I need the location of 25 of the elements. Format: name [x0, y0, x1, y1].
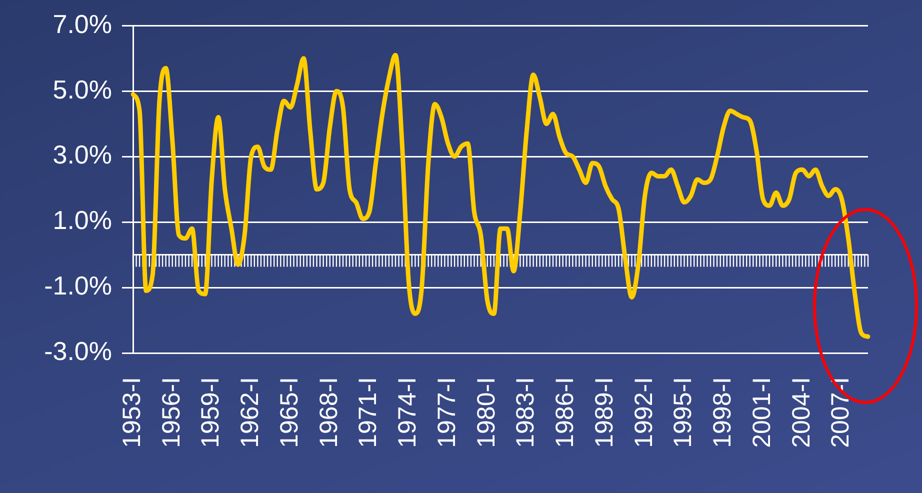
y-tick-label: 1.0%: [52, 205, 112, 236]
y-tick-label: -3.0%: [44, 336, 112, 366]
x-tick-label: 1968-I: [314, 377, 343, 448]
x-tick-label: 1995-I: [669, 377, 698, 448]
y-tick-label: 3.0%: [52, 140, 112, 170]
x-tick-label: 2007-I: [826, 377, 855, 448]
x-tick-label: 2004-I: [787, 377, 816, 448]
x-tick-label: 1953-I: [118, 377, 146, 448]
x-tick-label: 1980-I: [472, 377, 500, 448]
x-tick-label: 1959-I: [196, 377, 225, 448]
y-tick-label: -1.0%: [44, 270, 112, 301]
x-tick-label: 1989-I: [590, 377, 618, 448]
x-tick-label: 1977-I: [432, 377, 461, 448]
x-tick-label: 1986-I: [551, 377, 580, 448]
x-tick-label: 1983-I: [512, 377, 540, 448]
x-tick-label: 2001-I: [748, 377, 776, 448]
x-tick-label: 1962-I: [236, 377, 264, 448]
y-tick-label: 5.0%: [52, 74, 112, 104]
x-tick-label: 1974-I: [394, 377, 422, 448]
x-tick-label: 1992-I: [630, 377, 658, 448]
x-tick-label: 1971-I: [354, 377, 382, 448]
x-tick-label: 1956-I: [157, 377, 186, 448]
x-tick-label: 1998-I: [708, 377, 737, 448]
y-tick-label: 7.0%: [52, 8, 112, 39]
x-tick-label: 1965-I: [275, 377, 304, 448]
